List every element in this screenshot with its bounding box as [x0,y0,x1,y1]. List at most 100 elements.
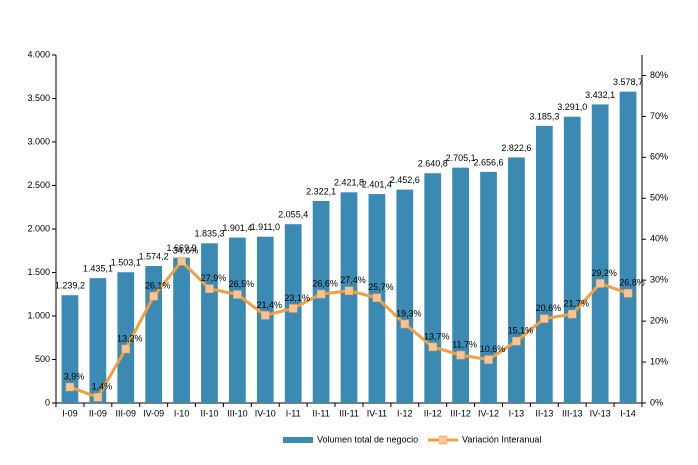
line-value-label: 19,3% [396,308,422,318]
bar-value-label: 1.901,4 [222,223,252,233]
bar-value-label: 2.055,4 [278,210,308,220]
bar [117,272,135,403]
line-marker [177,257,186,266]
x-tick-label: IV-12 [478,408,499,418]
y2-tick-label: 50% [650,193,668,203]
bar [229,237,246,403]
x-tick-label: III-11 [339,408,359,418]
line-value-label: 27,9% [201,273,227,283]
x-tick-label: II-13 [535,408,553,418]
line-marker [149,291,158,301]
line-value-label: 27,4% [340,275,366,285]
bar [61,295,79,403]
line-marker [372,293,382,303]
line-marker [623,289,633,298]
x-tick-label: II-10 [200,408,218,418]
bar-value-label: 2.822,6 [501,143,531,153]
x-tick-label: I-13 [509,408,525,418]
line-value-label: 1,4% [92,382,113,392]
legend-swatch [438,435,448,445]
x-tick-label: III-12 [450,408,471,418]
y-tick-label: 3.000 [27,136,50,146]
y-tick-label: 3.500 [27,93,50,103]
bar [535,125,553,403]
legend-label: Variación Interanual [462,434,541,444]
bar [619,91,637,403]
bar-value-label: 1.503,1 [111,258,141,268]
bar [284,224,302,403]
line-value-label: 29,2% [591,268,617,278]
line-marker [456,350,465,360]
bar-value-label: 1.435,1 [83,264,113,274]
x-tick-label: IV-09 [143,408,164,418]
line-marker [121,344,131,354]
bar [340,192,358,403]
bar-value-label: 1.835,3 [194,229,224,239]
line-value-label: 21,7% [563,299,589,309]
line-marker [512,336,521,346]
x-tick-label: IV-13 [590,408,611,418]
x-tick-label: IV-11 [367,408,387,418]
y-tick-label: 1.000 [27,310,50,320]
bar-value-label: 2.640,8 [418,159,448,169]
bar [312,200,330,403]
line-value-label: 3,9% [64,371,85,381]
line-value-label: 26,8% [619,278,645,288]
bar-value-label: 1.574,2 [139,251,169,261]
x-tick-label: I-14 [620,408,636,418]
bar-value-label: 1.239,2 [55,281,85,291]
y2-tick-label: 20% [650,315,668,325]
line-value-label: 23,1% [284,293,310,303]
line-value-label: 11,7% [452,339,477,349]
line-marker [261,311,270,320]
y2-tick-label: 60% [650,152,668,162]
x-tick-label: I-10 [174,408,190,418]
bar-value-label: 3.578,7 [613,77,643,87]
bar [89,278,107,403]
line-marker [484,355,493,364]
line-marker [93,393,103,402]
x-tick-label: I-11 [286,408,301,418]
bar-value-label: 1.911,0 [251,222,280,232]
bar [173,257,190,403]
x-tick-label: I-09 [62,408,78,418]
bar [508,157,525,403]
y-tick-label: 0 [45,397,50,407]
line-value-label: 13,7% [424,331,450,341]
bar-value-label: 3.432,1 [585,90,615,100]
line-marker [567,309,577,319]
line-marker [65,382,75,392]
line-value-label: 10,6% [480,344,506,354]
bar [591,104,609,404]
y-tick-label: 2.500 [27,180,50,190]
line-value-label: 26,5% [229,279,255,289]
line-value-label: 21,4% [257,300,283,310]
y-tick-label: 2.000 [27,223,50,233]
bar-value-label: 2.401,4 [362,179,392,189]
x-tick-label: II-12 [424,408,442,418]
bar [452,167,469,403]
line-marker [233,290,242,299]
bar [480,171,497,403]
line-marker [205,284,214,294]
line-value-label: 15,1% [508,326,534,336]
x-tick-label: II-09 [89,408,107,418]
bar-value-label: 3.291,0 [557,102,587,112]
line-value-label: 25,7% [368,282,394,292]
y2-tick-label: 30% [650,275,668,285]
y2-tick-label: 10% [650,356,668,366]
bar-value-label: 3.185,3 [529,111,559,121]
x-tick-label: I-12 [397,408,413,418]
line-value-label: 34,6% [173,246,199,256]
y2-tick-label: 40% [650,234,668,244]
bar [396,189,414,403]
line-value-label: 26,1% [145,281,171,291]
line-marker [400,319,410,329]
y-tick-label: 500 [35,354,50,364]
bar-value-label: 2.452,6 [390,175,420,185]
bar-value-label: 2.656,6 [474,157,504,167]
line-marker [540,314,549,323]
line-marker [428,342,437,352]
line-marker [595,279,605,288]
